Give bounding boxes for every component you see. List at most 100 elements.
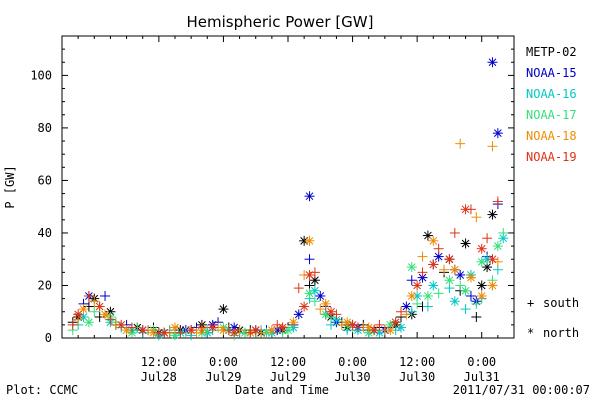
data-point-south <box>315 304 326 315</box>
data-point-north <box>417 272 428 283</box>
data-point-south <box>406 306 417 317</box>
data-point-north <box>385 325 396 336</box>
timestamp-label: 2011/07/31 00:00:07 <box>453 383 590 397</box>
x-axis-label: Date and Time <box>235 383 329 397</box>
data-point-south <box>417 267 428 278</box>
chart-title: Hemispheric Power [GW] <box>187 13 374 31</box>
data-point-north <box>277 322 288 333</box>
data-point-south <box>401 309 412 320</box>
data-point-north <box>487 209 498 220</box>
data-point-north <box>428 235 439 246</box>
data-point-north <box>455 269 466 280</box>
data-point-north <box>94 301 105 312</box>
x-tick-label-time: 0:00 <box>209 355 238 369</box>
data-point-north <box>492 241 503 252</box>
data-point-north <box>170 322 180 333</box>
data-point-south <box>331 309 342 320</box>
data-point-south <box>471 311 482 322</box>
data-point-north <box>460 285 471 296</box>
data-point-north <box>304 191 315 202</box>
data-point-south <box>492 196 503 207</box>
data-point-south <box>412 298 423 309</box>
data-point-north <box>444 254 455 265</box>
data-point-north <box>492 128 503 139</box>
data-point-north <box>309 285 320 296</box>
data-point-south <box>309 296 320 307</box>
data-point-south <box>304 254 315 265</box>
data-point-south <box>196 322 207 333</box>
data-point-north <box>369 325 380 336</box>
data-point-north <box>283 325 293 336</box>
data-point-north <box>266 325 277 336</box>
data-point-north <box>73 309 84 320</box>
data-point-north <box>487 280 498 291</box>
data-point-south <box>89 296 100 307</box>
data-point-north <box>449 296 460 307</box>
data-point-south <box>487 141 498 152</box>
data-point-north <box>465 272 476 283</box>
data-point-north <box>299 301 310 312</box>
x-tick-label-date: Jul29 <box>270 370 306 384</box>
data-point-north <box>137 325 148 336</box>
data-point-north <box>229 327 240 338</box>
legend-item: NOAA-17 <box>526 108 577 122</box>
data-point-north <box>449 264 460 275</box>
data-points <box>67 57 509 341</box>
y-axis: 0 20 40 60 80 100 <box>30 48 514 345</box>
data-point-south <box>175 327 186 338</box>
data-point-north <box>347 319 358 330</box>
y-axis-label: P [GW] <box>3 165 17 208</box>
data-point-north <box>342 317 353 328</box>
data-point-south <box>105 314 116 325</box>
y-tick-label: 0 <box>45 331 52 345</box>
data-point-north <box>444 275 455 286</box>
y-tick-label: 80 <box>38 121 52 135</box>
data-point-north <box>498 233 509 244</box>
marker-legend-label: north <box>543 326 579 340</box>
plot-source-label: Plot: CCMC <box>6 383 78 397</box>
data-point-north <box>487 254 498 265</box>
data-point-north <box>304 269 315 280</box>
data-point-north <box>487 57 498 68</box>
data-point-south <box>83 290 94 301</box>
x-tick-label-time: 12:00 <box>141 355 177 369</box>
data-point-north <box>207 322 218 333</box>
data-point-north <box>293 309 304 320</box>
x-axis: 12:00Jul280:00Jul2912:00Jul290:00Jul3012… <box>61 36 515 384</box>
data-point-south <box>465 290 476 301</box>
data-point-south <box>94 311 105 322</box>
x-tick-label-date: Jul31 <box>464 370 500 384</box>
data-point-south <box>83 301 94 312</box>
data-point-north <box>288 317 299 328</box>
x-tick-label-time: 0:00 <box>338 355 367 369</box>
data-point-north <box>148 327 159 338</box>
data-point-south <box>498 227 509 238</box>
data-point-north <box>250 325 261 336</box>
data-point-north <box>100 309 111 320</box>
x-tick-label-time: 0:00 <box>467 355 496 369</box>
x-tick-label-time: 12:00 <box>399 355 435 369</box>
data-point-north <box>304 235 315 246</box>
data-point-south <box>439 264 450 275</box>
data-point-north <box>320 309 331 320</box>
data-point-south <box>492 256 503 267</box>
data-point-south <box>417 251 428 262</box>
data-point-north <box>406 290 417 301</box>
y-tick-label: 40 <box>38 226 52 240</box>
data-point-north <box>326 306 337 317</box>
data-point-south <box>406 275 417 286</box>
data-point-north <box>476 290 487 301</box>
data-point-south <box>482 233 493 244</box>
data-point-south <box>471 298 482 309</box>
data-point-north <box>412 280 423 291</box>
data-point-south <box>309 267 320 278</box>
data-point-south <box>455 280 466 291</box>
marker-legend-symbol: * <box>527 326 534 340</box>
data-point-north <box>320 298 331 309</box>
data-point-south <box>374 319 385 330</box>
legend-item: METP-02 <box>526 45 577 59</box>
data-point-north <box>390 317 401 328</box>
legend-item: NOAA-19 <box>526 150 577 164</box>
legend-item: NOAA-16 <box>526 87 577 101</box>
